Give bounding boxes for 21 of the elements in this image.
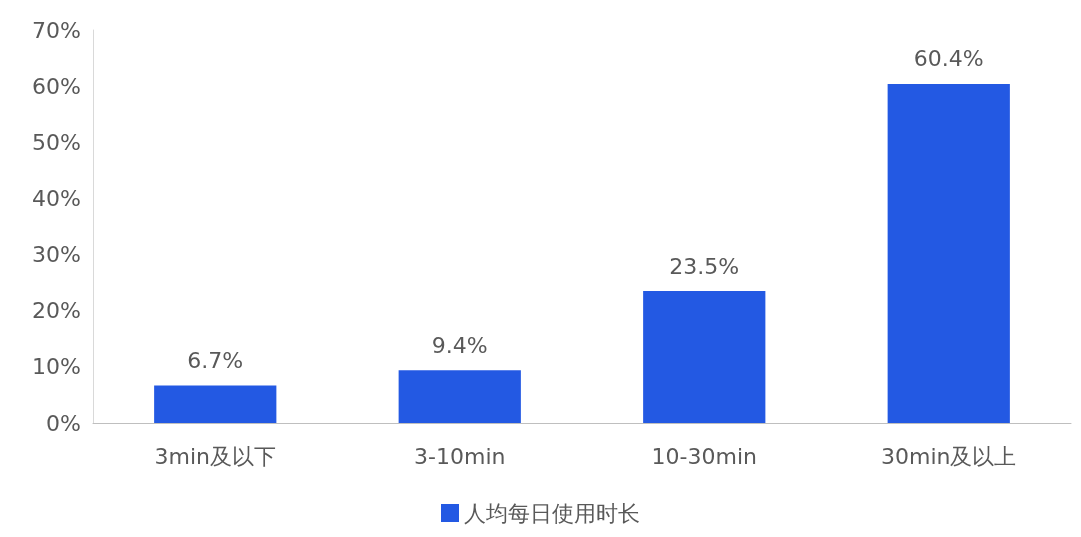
data-label: 23.5%	[669, 253, 740, 279]
bar	[887, 83, 1010, 423]
y-tick-label: 40%	[32, 185, 81, 211]
y-tick-label: 50%	[32, 129, 81, 155]
x-tick-label: 3min及以下	[154, 443, 276, 469]
y-tick-label: 10%	[32, 354, 81, 380]
x-tick-label: 30min及以上	[881, 443, 1017, 469]
bar	[643, 291, 766, 423]
y-tick-label: 70%	[32, 17, 81, 43]
data-label: 6.7%	[187, 347, 244, 373]
y-tick-label: 60%	[32, 73, 81, 99]
x-tick-label: 10-30min	[651, 443, 757, 469]
y-tick-label: 0%	[46, 410, 81, 436]
y-tick-label: 20%	[32, 298, 81, 324]
bar	[398, 370, 521, 423]
data-label: 60.4%	[913, 46, 984, 72]
bar	[154, 385, 277, 423]
x-tick-label: 3-10min	[414, 443, 506, 469]
legend-label: 人均每日使用时长	[464, 500, 640, 526]
y-tick-label: 30%	[32, 242, 81, 268]
data-label: 9.4%	[431, 332, 488, 358]
